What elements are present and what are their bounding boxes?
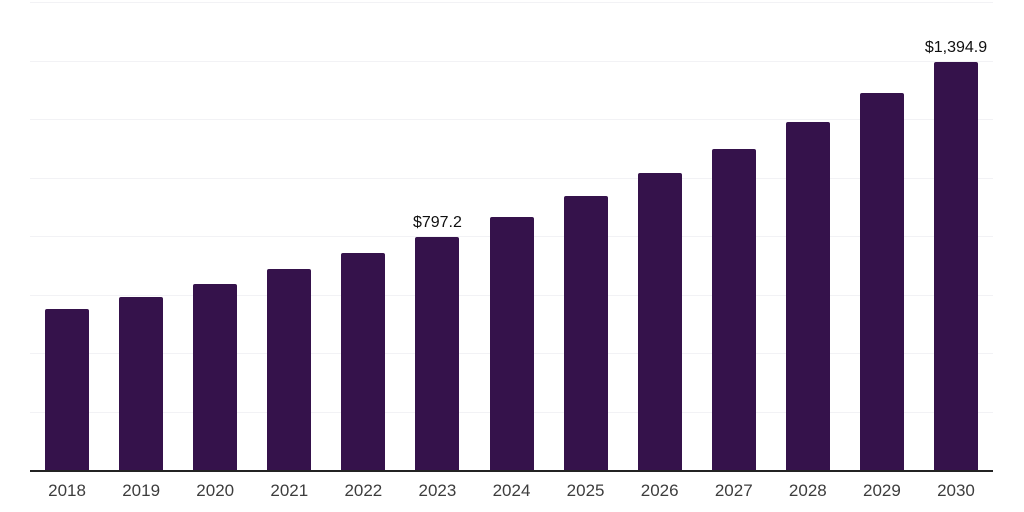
- bar-column-2021: [252, 2, 326, 470]
- bar: [785, 122, 830, 470]
- x-tick-label: 2019: [122, 481, 161, 500]
- bar-column-2027: [697, 2, 771, 470]
- bar: [415, 236, 460, 470]
- bar-value-label: $1,394.9: [924, 39, 988, 56]
- x-tick-label: 2027: [714, 481, 753, 500]
- bar-column-2020: [178, 2, 252, 470]
- bar-column-2025: [549, 2, 623, 470]
- x-tick-label: 2026: [640, 481, 679, 500]
- x-tick-label: 2028: [788, 481, 827, 500]
- bar-column-2018: [30, 2, 104, 470]
- gridline-1400: [30, 60, 993, 62]
- x-tick-label: 2018: [48, 481, 86, 500]
- bar: [489, 216, 534, 470]
- x-tick-label: 2020: [196, 481, 235, 500]
- bar-column-2030: $1,394.9: [919, 2, 993, 470]
- gridline-1200: [30, 119, 993, 120]
- x-axis-line: [30, 470, 993, 472]
- bar: [341, 253, 386, 470]
- x-tick-label: 2023: [418, 481, 457, 500]
- bar: [711, 149, 756, 470]
- bar: [859, 92, 904, 470]
- bar: [563, 195, 608, 470]
- bar: [267, 269, 312, 470]
- plot-area: $797.2 $1,394.9: [30, 2, 993, 472]
- gridline-1000: [30, 177, 993, 179]
- bar: [193, 284, 238, 470]
- bar-column-2026: [623, 2, 697, 470]
- bar: [45, 309, 90, 470]
- bar: [933, 62, 978, 470]
- x-tick-label: 2024: [492, 481, 531, 500]
- x-tick-label: 2029: [862, 481, 901, 500]
- bar-column-2029: [845, 2, 919, 470]
- bar-column-2024: [474, 2, 548, 470]
- bar-column-2022: [326, 2, 400, 470]
- bar-column-2019: [104, 2, 178, 470]
- x-tick-label: 2025: [566, 481, 605, 500]
- bar-column-2023: $797.2: [400, 2, 474, 470]
- gridline-1600: [30, 2, 993, 3]
- x-axis-tick-labels: 2018 2019 2020 2021 2022 2023 2024 2025 2026 2027…: [30, 481, 993, 501]
- bars-group: $797.2 $1,394.9: [30, 2, 993, 470]
- bar-value-label: $797.2: [412, 213, 462, 231]
- x-tick-label: 2030: [937, 481, 975, 500]
- x-tick-label: 2022: [344, 481, 383, 500]
- bar: [119, 297, 164, 470]
- bar: [637, 173, 682, 470]
- x-tick-label: 2021: [270, 481, 309, 500]
- bar-column-2028: [771, 2, 845, 470]
